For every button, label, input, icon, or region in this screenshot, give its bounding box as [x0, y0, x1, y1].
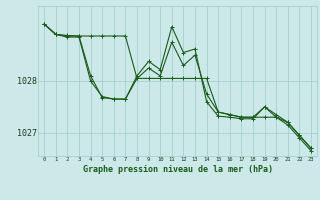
X-axis label: Graphe pression niveau de la mer (hPa): Graphe pression niveau de la mer (hPa) — [83, 165, 273, 174]
